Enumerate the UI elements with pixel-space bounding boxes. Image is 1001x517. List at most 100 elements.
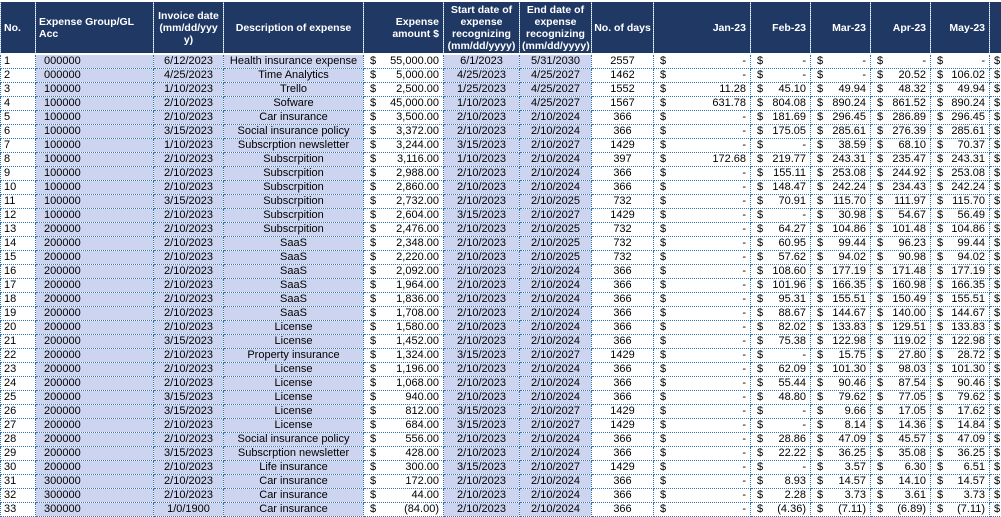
cell-month-jan-23[interactable]: $ - (653, 264, 751, 279)
cell-group[interactable]: 200000 (35, 460, 154, 475)
cell-month-may-23[interactable]: $14.84 (930, 418, 990, 433)
cell-month-jan-23[interactable]: $172.68 (653, 152, 751, 167)
cell-days[interactable]: 732 (591, 250, 654, 265)
cell-group[interactable]: 100000 (35, 124, 154, 139)
cell-month-apr-23[interactable]: $276.39 (870, 124, 931, 139)
cell-amount[interactable]: $55,000.00 (363, 53, 444, 69)
cell-amount[interactable]: $1,580.00 (363, 320, 444, 335)
cell-month-apr-23[interactable]: $119.02 (870, 334, 931, 349)
cell-month-may-23[interactable]: $ (7.11) (930, 502, 990, 517)
cell-month-may-23[interactable]: $17.62 (930, 404, 990, 419)
cell-end-date[interactable]: 2/10/2024 (519, 124, 592, 139)
cell-month-apr-23[interactable]: $14.36 (870, 418, 931, 433)
cell-month-may-23[interactable]: $296.45 (930, 110, 990, 125)
cell-start-date[interactable]: 3/15/2023 (443, 460, 520, 475)
cell-description[interactable]: License (223, 320, 364, 335)
cell-days[interactable]: 366 (591, 320, 654, 335)
cell-month-apr-23[interactable]: $6.30 (870, 460, 931, 475)
cell-group[interactable]: 100000 (35, 194, 154, 209)
cell-group[interactable]: 200000 (35, 306, 154, 321)
cell-month-apr-23[interactable]: $ (6.89) (870, 502, 931, 517)
cell-days[interactable]: 1552 (591, 82, 654, 97)
cell-month-mar-23[interactable]: $122.98 (810, 334, 871, 349)
cell-next-month-cut[interactable]: $ (989, 320, 1001, 335)
cell-start-date[interactable]: 4/25/2023 (443, 68, 520, 83)
cell-row-number[interactable]: 15 (0, 250, 36, 265)
cell-description[interactable]: Trello (223, 82, 364, 97)
cell-end-date[interactable]: 2/10/2027 (519, 404, 592, 419)
cell-month-feb-23[interactable]: $82.02 (750, 320, 811, 335)
cell-month-may-23[interactable]: $155.51 (930, 292, 990, 307)
cell-month-apr-23[interactable]: $171.48 (870, 264, 931, 279)
cell-description[interactable]: SaaS (223, 292, 364, 307)
cell-month-may-23[interactable]: $243.31 (930, 152, 990, 167)
cell-start-date[interactable]: 2/10/2023 (443, 334, 520, 349)
cell-group[interactable]: 300000 (35, 502, 154, 517)
cell-days[interactable]: 366 (591, 390, 654, 405)
cell-month-mar-23[interactable]: $15.75 (810, 348, 871, 363)
cell-month-mar-23[interactable]: $3.57 (810, 460, 871, 475)
cell-month-may-23[interactable]: $106.02 (930, 68, 990, 83)
cell-days[interactable]: 366 (591, 446, 654, 461)
cell-start-date[interactable]: 2/10/2023 (443, 250, 520, 265)
cell-amount[interactable]: $1,452.00 (363, 334, 444, 349)
cell-month-may-23[interactable]: $94.02 (930, 250, 990, 265)
cell-row-number[interactable]: 25 (0, 390, 36, 405)
cell-days[interactable]: 366 (591, 278, 654, 293)
cell-month-jan-23[interactable]: $ - (653, 292, 751, 307)
cell-month-may-23[interactable]: $70.37 (930, 138, 990, 153)
cell-end-date[interactable]: 2/10/2024 (519, 488, 592, 503)
header-cell-jan-23[interactable]: Jan-23 (653, 0, 751, 55)
cell-end-date[interactable]: 2/10/2024 (519, 474, 592, 489)
cell-days[interactable]: 1429 (591, 348, 654, 363)
cell-row-number[interactable]: 6 (0, 124, 36, 139)
cell-group[interactable]: 200000 (35, 222, 154, 237)
cell-group[interactable]: 200000 (35, 432, 154, 447)
cell-group[interactable]: 100000 (35, 166, 154, 181)
cell-invoice-date[interactable]: 2/10/2023 (153, 362, 224, 377)
cell-end-date[interactable]: 2/10/2027 (519, 348, 592, 363)
cell-row-number[interactable]: 18 (0, 292, 36, 307)
cell-end-date[interactable]: 2/10/2024 (519, 292, 592, 307)
cell-end-date[interactable]: 2/10/2027 (519, 208, 592, 223)
cell-month-feb-23[interactable]: $45.10 (750, 82, 811, 97)
cell-invoice-date[interactable]: 2/10/2023 (153, 236, 224, 251)
cell-month-may-23[interactable]: $90.46 (930, 376, 990, 391)
cell-start-date[interactable]: 2/10/2023 (443, 194, 520, 209)
cell-row-number[interactable]: 30 (0, 460, 36, 475)
cell-month-feb-23[interactable]: $ - (750, 208, 811, 223)
cell-amount[interactable]: $1,708.00 (363, 306, 444, 321)
cell-row-number[interactable]: 8 (0, 152, 36, 167)
cell-month-feb-23[interactable]: $181.69 (750, 110, 811, 125)
cell-month-feb-23[interactable]: $101.96 (750, 278, 811, 293)
cell-month-may-23[interactable]: $133.83 (930, 320, 990, 335)
cell-month-mar-23[interactable]: $3.73 (810, 488, 871, 503)
cell-amount[interactable]: $1,068.00 (363, 376, 444, 391)
cell-month-may-23[interactable]: $890.24 (930, 96, 990, 111)
cell-month-jan-23[interactable]: $ - (653, 404, 751, 419)
cell-month-jan-23[interactable]: $ - (653, 502, 751, 517)
cell-month-apr-23[interactable]: $111.97 (870, 194, 931, 209)
cell-next-month-cut[interactable]: $ (989, 488, 1001, 503)
cell-month-apr-23[interactable]: $17.05 (870, 404, 931, 419)
cell-row-number[interactable]: 9 (0, 166, 36, 181)
cell-days[interactable]: 1429 (591, 404, 654, 419)
cell-start-date[interactable]: 2/10/2023 (443, 180, 520, 195)
cell-days[interactable]: 397 (591, 152, 654, 167)
cell-month-apr-23[interactable]: $286.89 (870, 110, 931, 125)
cell-month-jan-23[interactable]: $ - (653, 180, 751, 195)
cell-group[interactable]: 100000 (35, 180, 154, 195)
cell-month-jan-23[interactable]: $ - (653, 348, 751, 363)
cell-start-date[interactable]: 3/15/2023 (443, 138, 520, 153)
cell-month-jan-23[interactable]: $ - (653, 68, 751, 83)
cell-description[interactable]: License (223, 376, 364, 391)
cell-month-feb-23[interactable]: $8.93 (750, 474, 811, 489)
cell-invoice-date[interactable]: 2/10/2023 (153, 306, 224, 321)
cell-start-date[interactable]: 2/10/2023 (443, 488, 520, 503)
cell-group[interactable]: 200000 (35, 418, 154, 433)
cell-invoice-date[interactable]: 6/12/2023 (153, 53, 224, 69)
cell-month-mar-23[interactable]: $101.30 (810, 362, 871, 377)
cell-month-apr-23[interactable]: $244.92 (870, 166, 931, 181)
cell-days[interactable]: 366 (591, 124, 654, 139)
cell-row-number[interactable]: 16 (0, 264, 36, 279)
